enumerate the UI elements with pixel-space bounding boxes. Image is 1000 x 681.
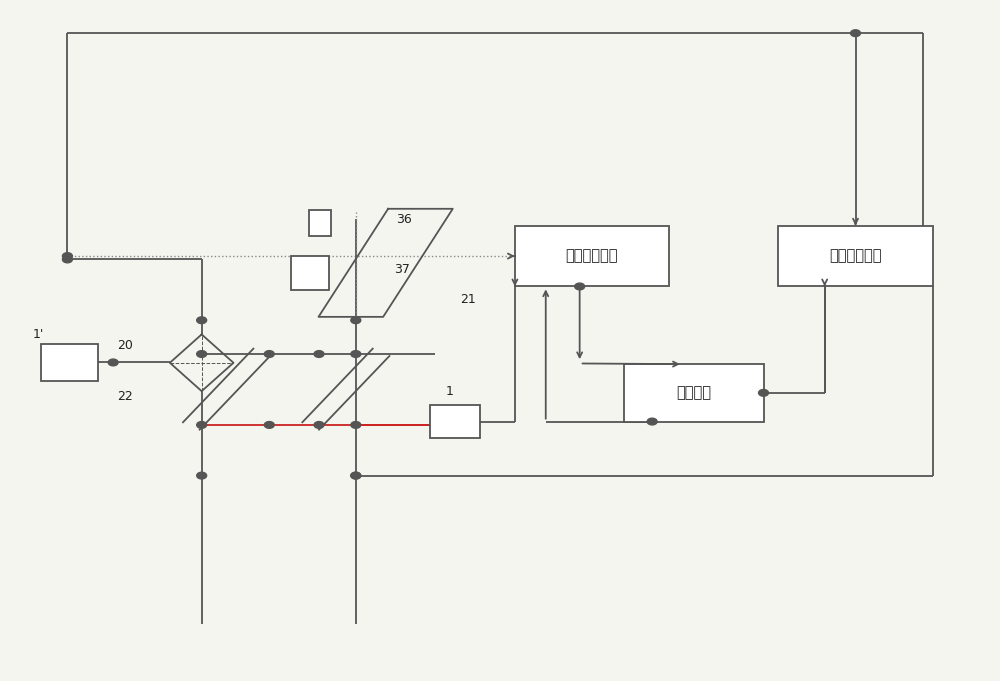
Circle shape [314, 422, 324, 428]
Bar [291, 256, 329, 290]
Circle shape [197, 317, 207, 323]
Text: 21: 21 [460, 294, 476, 306]
Circle shape [197, 472, 207, 479]
Circle shape [351, 472, 361, 479]
Bar [430, 405, 480, 439]
Text: 22: 22 [117, 390, 133, 403]
Bar [515, 225, 669, 287]
Text: 第一运算模块: 第一运算模块 [566, 249, 618, 264]
Bar [309, 210, 331, 236]
Bar [41, 344, 98, 381]
Circle shape [351, 422, 361, 428]
Text: 36: 36 [396, 213, 411, 226]
Circle shape [759, 390, 768, 396]
Bar [778, 225, 933, 287]
Circle shape [264, 422, 274, 428]
Circle shape [351, 472, 361, 479]
Circle shape [351, 351, 361, 358]
Text: 1': 1' [33, 328, 44, 341]
Circle shape [264, 351, 274, 358]
Circle shape [851, 30, 860, 37]
Bar [624, 364, 764, 422]
Text: 第二运算模块: 第二运算模块 [829, 249, 882, 264]
Circle shape [314, 351, 324, 358]
Circle shape [62, 253, 72, 259]
Circle shape [62, 256, 72, 263]
Text: 20: 20 [117, 339, 133, 352]
Circle shape [197, 351, 207, 358]
Circle shape [351, 317, 361, 323]
Circle shape [575, 283, 585, 290]
Circle shape [108, 359, 118, 366]
Text: 1: 1 [445, 385, 453, 398]
Text: 分析模块: 分析模块 [676, 385, 711, 400]
Circle shape [197, 422, 207, 428]
Text: 37: 37 [394, 263, 409, 276]
Circle shape [647, 418, 657, 425]
